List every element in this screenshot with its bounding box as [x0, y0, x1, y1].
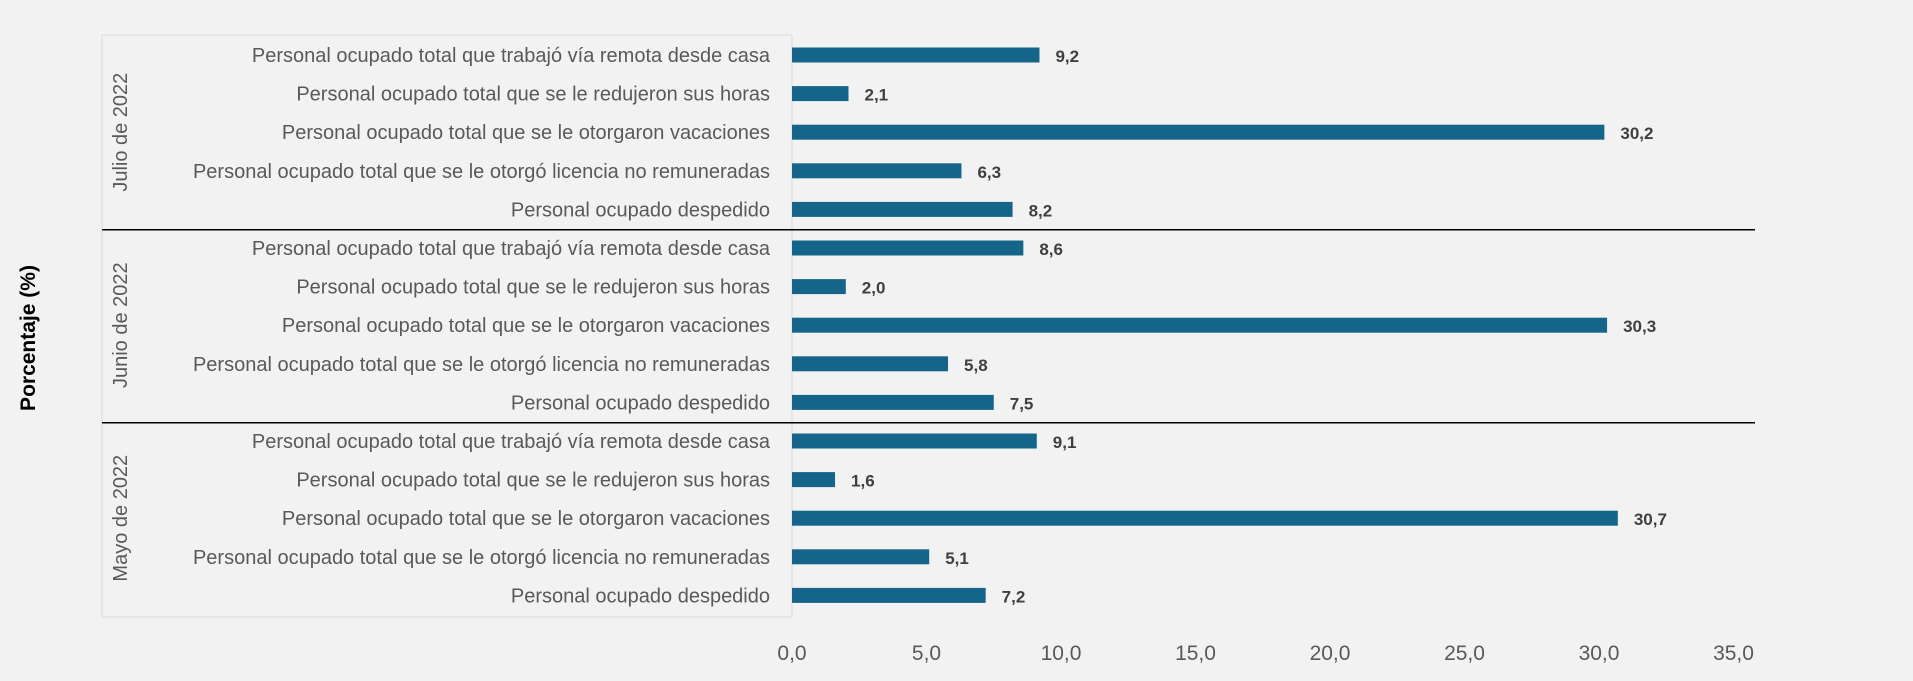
- category-label: Personal ocupado total que trabajó vía r…: [252, 431, 771, 453]
- category-label: Personal ocupado total que se le otorgar…: [282, 508, 770, 530]
- plot-area: Personal ocupado total que trabajó vía r…: [101, 34, 1755, 665]
- category-label: Personal ocupado despedido: [511, 585, 770, 607]
- bar: [792, 240, 1024, 256]
- data-label: 8,6: [1039, 240, 1063, 259]
- category-label: Personal ocupado total que se le otorgó …: [193, 547, 770, 569]
- data-label: 7,5: [1010, 394, 1034, 413]
- data-label: 30,3: [1623, 317, 1656, 336]
- category-label: Personal ocupado total que trabajó vía r…: [252, 45, 771, 67]
- bar: [792, 279, 846, 295]
- data-label: 8,2: [1029, 201, 1053, 220]
- bar: [792, 587, 986, 603]
- data-label: 5,8: [964, 356, 988, 375]
- bar: [792, 433, 1037, 449]
- bar: [792, 394, 994, 410]
- category-axis-frame: [101, 34, 792, 618]
- data-label: 5,1: [945, 549, 969, 568]
- bar: [792, 163, 962, 179]
- x-tick-label: 25,0: [1444, 642, 1485, 665]
- group-label: Junio de 2022: [110, 262, 132, 388]
- data-label: 2,1: [864, 86, 888, 105]
- category-label: Personal ocupado total que se le redujer…: [296, 277, 770, 299]
- category-label: Personal ocupado despedido: [511, 199, 770, 221]
- x-tick-label: 0,0: [777, 642, 806, 665]
- bar: [792, 47, 1040, 63]
- bar: [792, 124, 1605, 140]
- category-label: Personal ocupado total que se le redujer…: [296, 470, 770, 492]
- data-label: 30,2: [1620, 124, 1653, 143]
- bar: [792, 549, 930, 565]
- x-tick-label: 15,0: [1175, 642, 1216, 665]
- bar: [792, 86, 849, 102]
- category-label: Personal ocupado despedido: [511, 392, 770, 414]
- group-label: Julio de 2022: [110, 73, 132, 192]
- data-label: 9,1: [1053, 433, 1077, 452]
- category-label: Personal ocupado total que se le otorgó …: [193, 161, 770, 183]
- bar: [792, 510, 1618, 526]
- x-tick-label: 5,0: [912, 642, 941, 665]
- y-axis-title: Porcentaje (%): [17, 265, 40, 411]
- bar: [792, 317, 1608, 333]
- x-tick-label: 10,0: [1041, 642, 1082, 665]
- x-tick-label: 35,0: [1713, 642, 1754, 665]
- data-label: 1,6: [851, 472, 875, 491]
- data-label: 30,7: [1634, 510, 1667, 529]
- bar: [792, 356, 949, 372]
- x-tick-label: 30,0: [1579, 642, 1620, 665]
- category-label: Personal ocupado total que trabajó vía r…: [252, 238, 771, 260]
- data-label: 2,0: [862, 279, 886, 298]
- bar: [792, 472, 836, 488]
- bar: [792, 201, 1013, 217]
- data-label: 7,2: [1002, 587, 1026, 606]
- data-label: 6,3: [977, 163, 1001, 182]
- category-label: Personal ocupado total que se le otorgar…: [282, 122, 770, 144]
- x-tick-label: 20,0: [1310, 642, 1351, 665]
- category-label: Personal ocupado total que se le redujer…: [296, 84, 770, 106]
- data-label: 9,2: [1055, 47, 1079, 66]
- category-label: Personal ocupado total que se le otorgó …: [193, 354, 770, 376]
- group-label: Mayo de 2022: [110, 455, 132, 582]
- category-label: Personal ocupado total que se le otorgar…: [282, 315, 770, 337]
